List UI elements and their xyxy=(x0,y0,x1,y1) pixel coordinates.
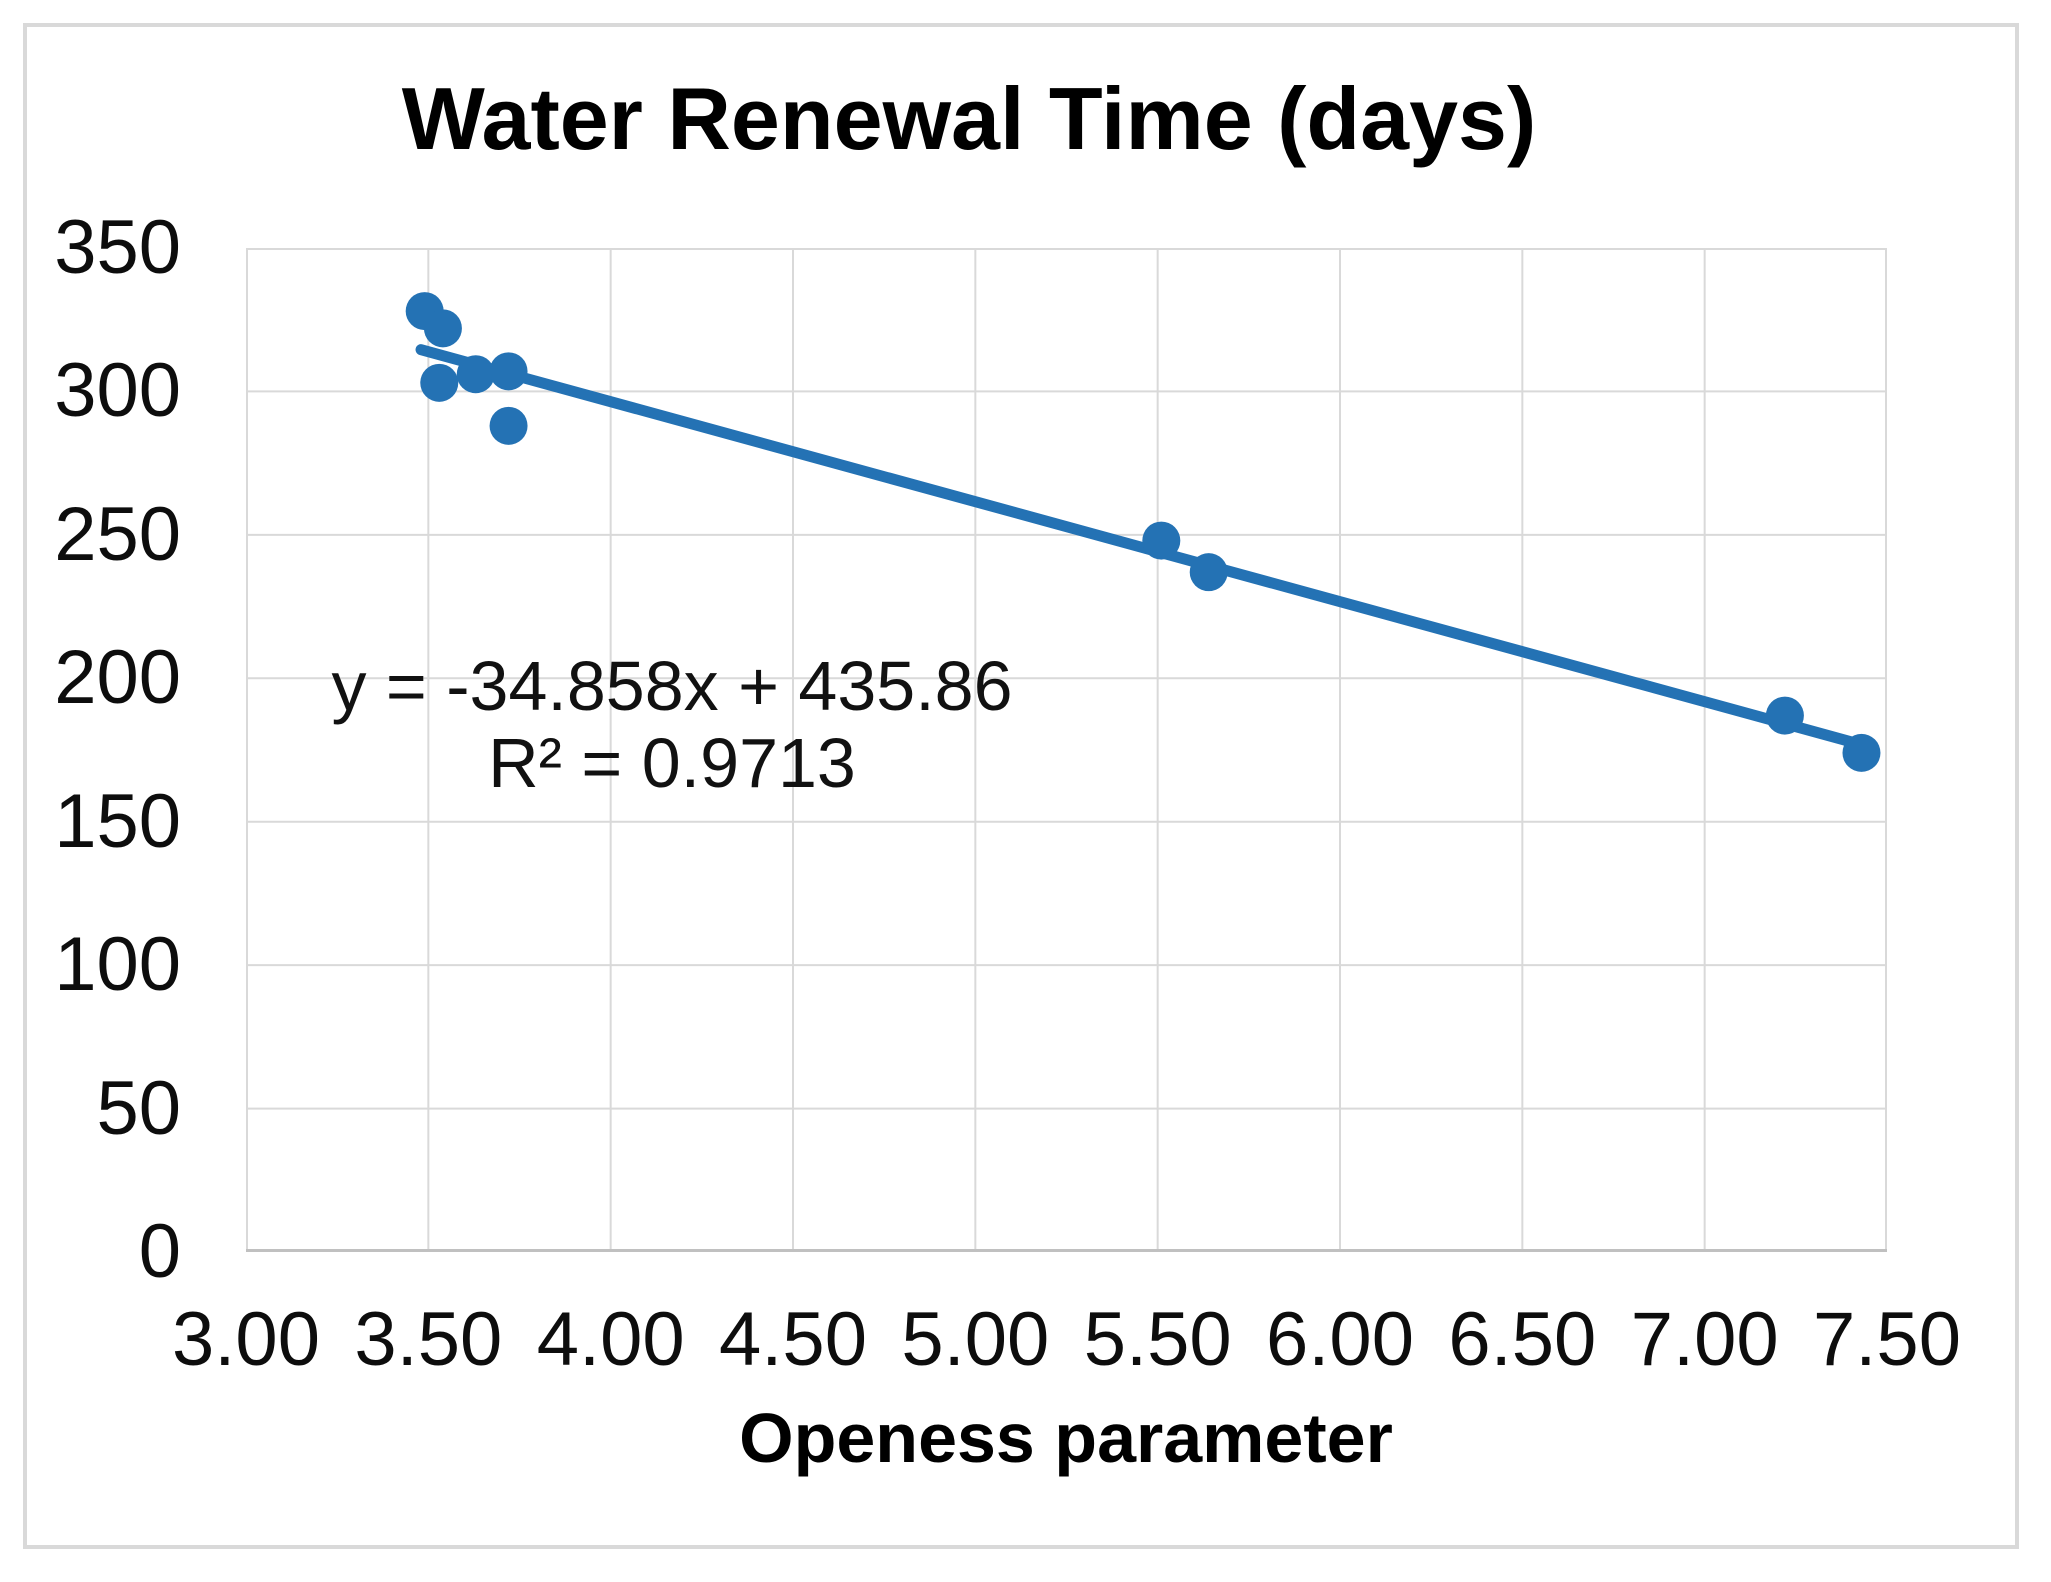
data-point xyxy=(423,309,462,348)
data-point xyxy=(420,363,459,402)
x-tick-label: 6.00 xyxy=(1266,1297,1414,1382)
y-tick-label: 300 xyxy=(54,348,181,434)
y-tick-label: 250 xyxy=(54,491,181,577)
y-tick-label: 50 xyxy=(96,1065,181,1151)
x-tick-label: 7.50 xyxy=(1813,1297,1961,1382)
x-axis-title: Openess parameter xyxy=(739,1399,1393,1477)
data-point xyxy=(456,355,495,394)
x-tick-label: 6.50 xyxy=(1448,1297,1597,1382)
y-tick-label: 200 xyxy=(54,635,181,721)
x-tick-label: 4.00 xyxy=(536,1297,685,1382)
data-point xyxy=(1189,553,1228,592)
y-tick-label: 0 xyxy=(138,1209,181,1294)
plot-svg xyxy=(246,248,1887,1252)
x-tick-label: 7.00 xyxy=(1630,1297,1779,1382)
y-tick-label: 100 xyxy=(54,922,181,1008)
x-tick-label: 5.00 xyxy=(901,1297,1050,1382)
data-point xyxy=(489,352,528,391)
trendline-equation-label: y = -34.858x + 435.86 xyxy=(331,647,1013,725)
plot-area xyxy=(246,248,1887,1252)
chart-title: Water Renewal Time (days) xyxy=(401,69,1537,168)
y-tick-label: 150 xyxy=(54,778,181,864)
x-tick-label: 3.00 xyxy=(172,1297,320,1382)
y-tick-label: 350 xyxy=(54,205,181,290)
data-point xyxy=(1765,696,1804,735)
chart-border-frame xyxy=(23,23,2019,1549)
data-point xyxy=(1142,521,1181,560)
x-tick-label: 5.50 xyxy=(1083,1297,1232,1382)
trendline xyxy=(415,344,1871,752)
x-tick-label: 3.50 xyxy=(354,1297,503,1382)
data-point xyxy=(489,406,528,445)
trendline-annotation: y = -34.858x + 435.86 R² = 0.9713 xyxy=(331,648,1012,802)
trendline-r2-label: R² = 0.9713 xyxy=(488,724,856,802)
data-point xyxy=(1842,733,1881,772)
x-tick-label: 4.50 xyxy=(719,1297,867,1382)
